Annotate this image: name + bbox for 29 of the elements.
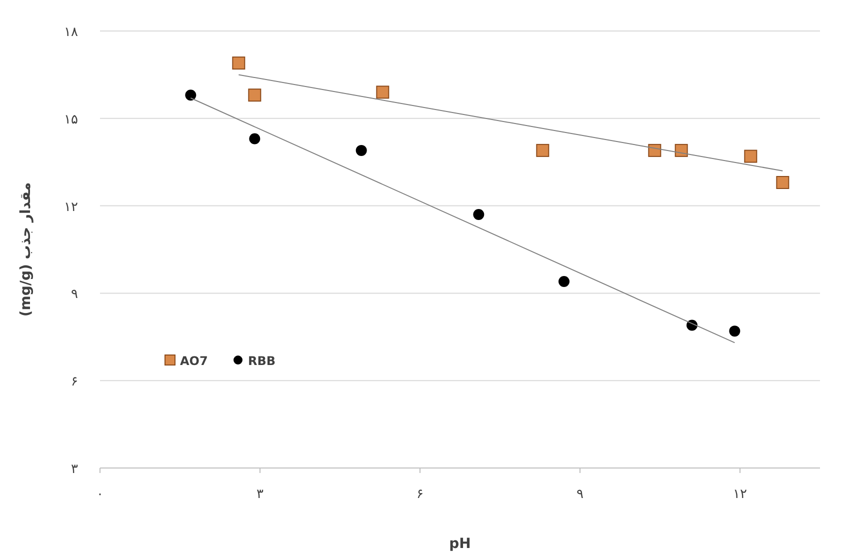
y-tick-label: ۱۲ bbox=[64, 200, 78, 215]
point bbox=[356, 144, 367, 156]
y-tick-label: ۳ bbox=[71, 462, 78, 477]
point bbox=[185, 90, 196, 101]
y-tick-label: ۱۵ bbox=[64, 112, 78, 128]
legend-label: RBB bbox=[248, 354, 276, 368]
x-tick-label: ۳ bbox=[256, 487, 264, 502]
point bbox=[376, 86, 390, 99]
point bbox=[232, 56, 246, 70]
y-axis-title: مقدار جذب (mg/g) bbox=[18, 182, 34, 317]
x-tick-label: ۰ bbox=[96, 487, 104, 502]
point bbox=[744, 150, 758, 163]
x-tick-label: ۱۲ bbox=[733, 487, 747, 502]
y-tick-label: ۱۸ bbox=[64, 25, 78, 40]
x-tick-label: ۹ bbox=[576, 487, 584, 502]
point bbox=[648, 144, 662, 157]
x-axis-title: pH bbox=[449, 536, 471, 552]
point bbox=[558, 276, 570, 288]
y-tick-label: ۹ bbox=[71, 287, 78, 302]
point bbox=[674, 144, 688, 157]
point bbox=[473, 209, 484, 220]
point bbox=[536, 144, 550, 157]
point bbox=[776, 176, 790, 189]
point bbox=[729, 326, 740, 337]
point bbox=[249, 133, 260, 144]
y-tick-label: ۶ bbox=[71, 374, 78, 390]
x-tick-label: ۶ bbox=[416, 487, 424, 502]
point bbox=[248, 88, 262, 102]
legend-label: AO7 bbox=[180, 354, 208, 368]
